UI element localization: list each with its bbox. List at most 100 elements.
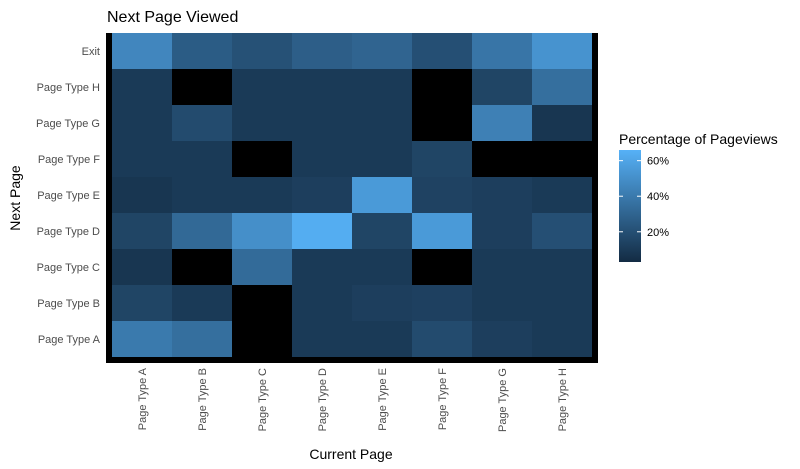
y-tick-label: Page Type H (37, 82, 100, 94)
heatmap-cell (472, 33, 532, 69)
heatmap-cell (232, 33, 292, 69)
heatmap-cell (412, 141, 472, 177)
heatmap-cells (112, 33, 592, 357)
heatmap-cell (172, 177, 232, 213)
legend: Percentage of Pageviews 20% 40% 60% (619, 131, 778, 262)
heatmap-cell (412, 177, 472, 213)
heatmap-cell (532, 249, 592, 285)
heatmap-cell (472, 105, 532, 141)
heatmap-cell (472, 141, 532, 177)
heatmap-cell (232, 249, 292, 285)
heatmap-cell (412, 321, 472, 357)
heatmap-cell (412, 69, 472, 105)
heatmap-cell (112, 105, 172, 141)
heatmap-cell (292, 321, 352, 357)
heatmap-cell (352, 105, 412, 141)
heatmap-cell (532, 285, 592, 321)
legend-colorbar (619, 150, 641, 262)
heatmap-cell (292, 141, 352, 177)
heatmap-cell (352, 249, 412, 285)
heatmap-cell (172, 213, 232, 249)
heatmap-cell (472, 249, 532, 285)
y-tick-label: Page Type C (37, 262, 100, 274)
heatmap-cell (352, 33, 412, 69)
heatmap-cell (472, 213, 532, 249)
heatmap-cell (532, 69, 592, 105)
heatmap-cell (232, 213, 292, 249)
heatmap-cell (412, 33, 472, 69)
heatmap-cell (352, 213, 412, 249)
heatmap-cell (172, 69, 232, 105)
legend-ticks: 20% 40% 60% (619, 156, 669, 239)
heatmap-cell (412, 105, 472, 141)
legend-tick-label: 40% (647, 191, 669, 203)
heatmap-cell (532, 105, 592, 141)
heatmap-cell (412, 249, 472, 285)
heatmap-cell (352, 321, 412, 357)
heatmap-cell (532, 177, 592, 213)
heatmap-cell (292, 249, 352, 285)
heatmap-cell (172, 285, 232, 321)
legend-tick-label: 20% (647, 227, 669, 239)
heatmap-cell (472, 321, 532, 357)
heatmap-cell (292, 33, 352, 69)
heatmap-cell (412, 213, 472, 249)
y-tick-label: Exit (82, 46, 100, 58)
heatmap-cell (352, 285, 412, 321)
heatmap-cell (532, 141, 592, 177)
x-tick-label: Page Type B (197, 368, 209, 431)
x-tick-label: Page Type C (257, 368, 269, 431)
heatmap-cell (112, 285, 172, 321)
x-tick-label: Page Type E (377, 368, 389, 431)
x-tick-labels: Page Type A Page Type B Page Type C Page Ty… (137, 367, 569, 432)
heatmap-cell (172, 33, 232, 69)
heatmap-cell (172, 105, 232, 141)
heatmap-cell (112, 249, 172, 285)
heatmap-cell (112, 321, 172, 357)
chart-title: Next Page Viewed (107, 9, 238, 26)
heatmap-cell (532, 213, 592, 249)
x-tick-label: Page Type D (317, 368, 329, 431)
heatmap-cell (112, 141, 172, 177)
y-tick-labels: Page Type A Page Type B Page Type C Page Ty… (36, 46, 101, 346)
heatmap-cell (172, 141, 232, 177)
heatmap-cell (172, 249, 232, 285)
heatmap-cell (232, 321, 292, 357)
x-axis-title: Current Page (309, 446, 392, 462)
heatmap-cell (412, 285, 472, 321)
y-tick-label: Page Type A (38, 334, 101, 346)
legend-title: Percentage of Pageviews (619, 131, 778, 147)
x-tick-label: Page Type H (557, 368, 569, 431)
y-tick-label: Page Type G (36, 118, 100, 130)
heatmap-cell (232, 141, 292, 177)
heatmap-cell (112, 177, 172, 213)
heatmap-cell (352, 69, 412, 105)
heatmap-cell (232, 69, 292, 105)
y-axis-title: Next Page (7, 165, 23, 231)
heatmap-cell (232, 285, 292, 321)
heatmap-cell (352, 141, 412, 177)
heatmap-cell (232, 177, 292, 213)
y-tick-label: Page Type F (38, 154, 100, 166)
heatmap-cell (292, 69, 352, 105)
heatmap-cell (112, 69, 172, 105)
heatmap-cell (532, 33, 592, 69)
heatmap-cell (292, 177, 352, 213)
heatmap-cell (112, 33, 172, 69)
y-tick-label: Page Type E (37, 190, 100, 202)
x-tick-label: Page Type G (497, 368, 509, 432)
heatmap-cell (472, 69, 532, 105)
heatmap-cell (172, 321, 232, 357)
heatmap-cell (112, 213, 172, 249)
y-tick-label: Page Type B (37, 298, 100, 310)
legend-tick-label: 60% (647, 156, 669, 168)
heatmap-cell (352, 177, 412, 213)
heatmap-cell (532, 321, 592, 357)
y-tick-label: Page Type D (37, 226, 100, 238)
heatmap-cell (472, 177, 532, 213)
heatmap-cell (232, 105, 292, 141)
heatmap-cell (292, 285, 352, 321)
x-tick-label: Page Type A (137, 367, 149, 430)
heatmap-cell (292, 213, 352, 249)
